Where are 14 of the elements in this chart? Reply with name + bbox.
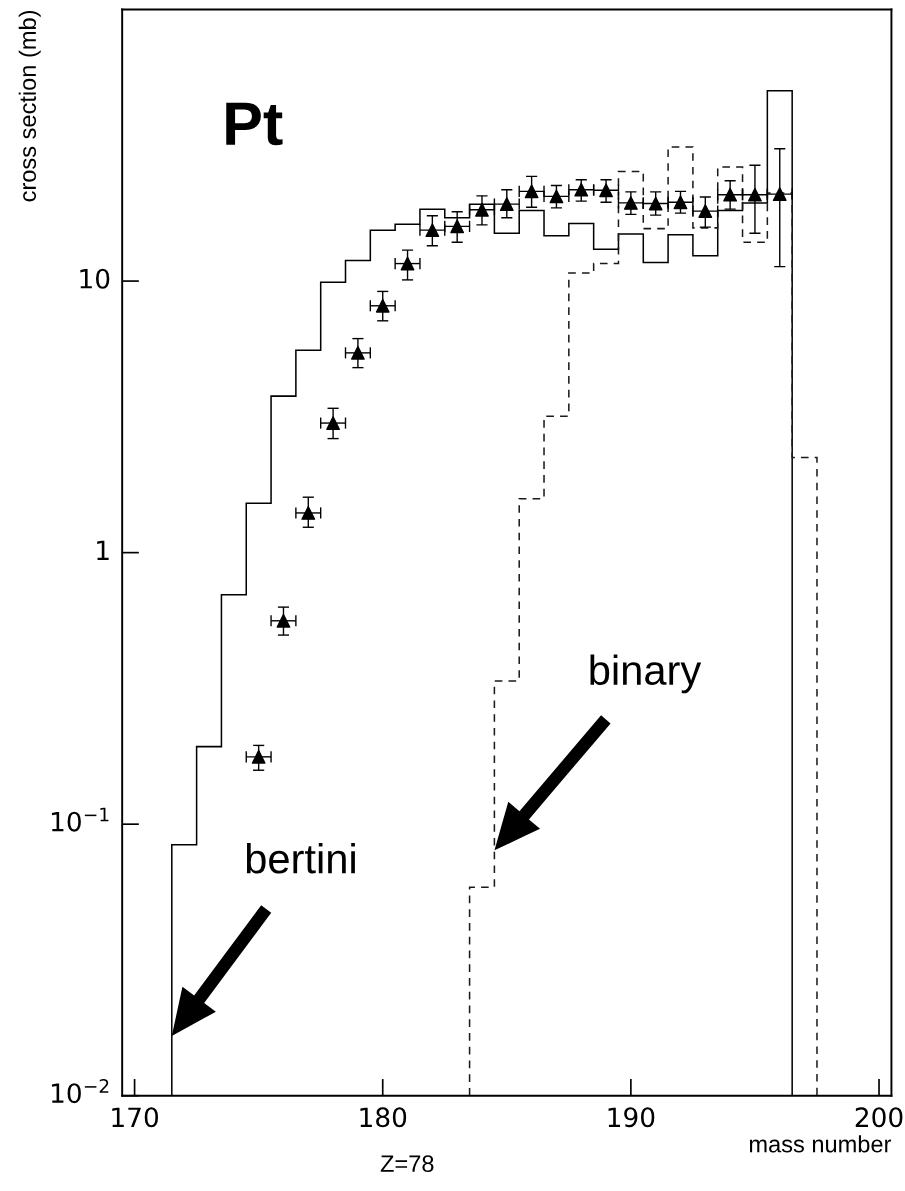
y-tick-label: 1 (97, 540, 109, 560)
x-tick-label: 170 (112, 1107, 159, 1128)
annotation: bertini (246, 842, 355, 874)
x-tick-label: 190 (608, 1107, 655, 1128)
text: Z=78 (380, 1155, 434, 1173)
y-axis-title: cross section (mb) (18, 10, 41, 202)
x-tick-label: 180 (360, 1107, 407, 1128)
y-tick-label: 10$^{−2}$ (51, 1078, 109, 1104)
y-tick-label: 10$^{−1}$ (51, 807, 109, 832)
x-axis-title: mass number (749, 1135, 892, 1153)
annotation: Pt (226, 102, 283, 146)
annotation: binary (590, 654, 702, 694)
x-tick-label: 200 (855, 1107, 903, 1128)
y-tick-label: 10 (80, 268, 110, 289)
